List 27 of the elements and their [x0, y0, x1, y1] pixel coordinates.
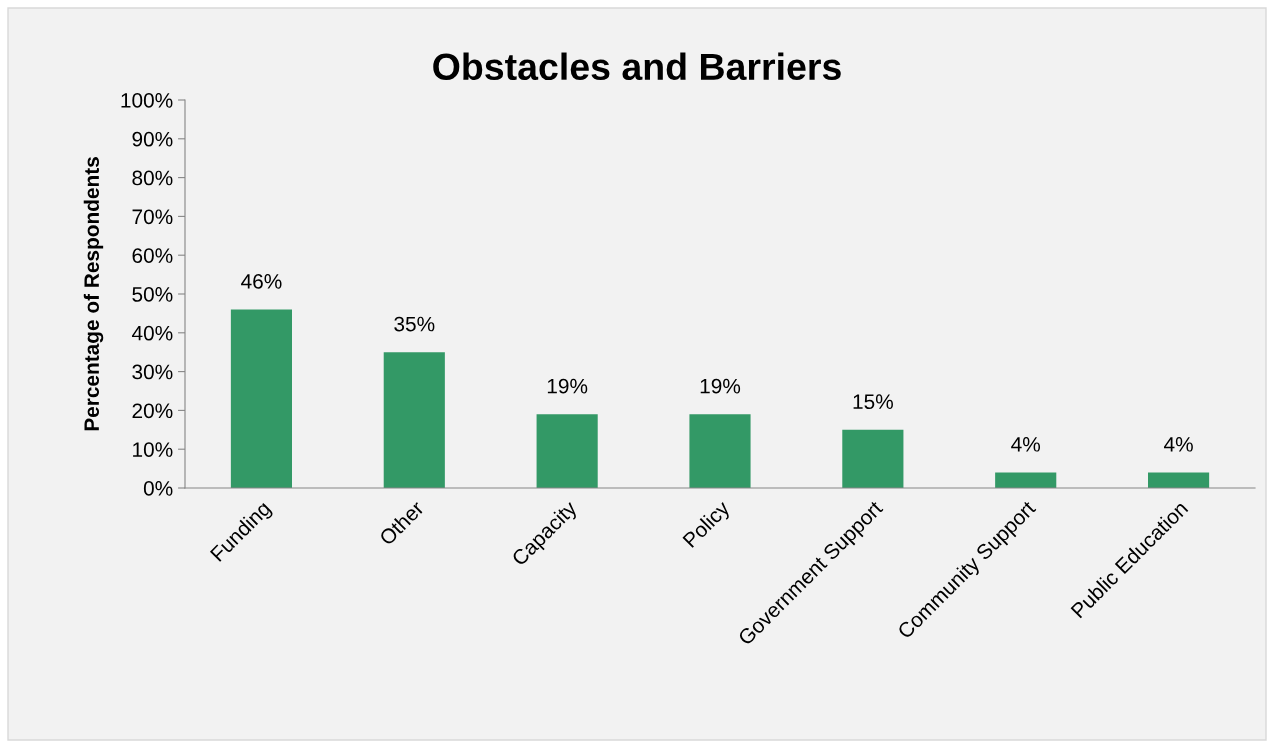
data-label: 19%: [700, 378, 741, 394]
y-tick-label: 10%: [133, 442, 173, 457]
data-label: 19%: [547, 378, 588, 394]
y-tick-label: 40%: [131, 325, 173, 341]
bar: [536, 414, 598, 488]
data-label: 4%: [1011, 437, 1041, 452]
y-tick-label: 30%: [132, 364, 173, 380]
bar: [383, 352, 445, 488]
y-tick-label: 80%: [132, 170, 173, 186]
bar: [1148, 472, 1210, 488]
y-tick-label: 20%: [132, 403, 173, 419]
bar: [689, 414, 751, 488]
bar: [842, 429, 904, 488]
y-tick-label: 90%: [132, 131, 173, 147]
y-axis-title: Percentage of Respondents: [83, 157, 104, 431]
y-tick-label: 70%: [132, 209, 173, 225]
data-label: 35%: [394, 316, 435, 332]
data-label: 4%: [1163, 437, 1193, 452]
data-label: 15%: [853, 394, 893, 410]
y-tick-label: 100%: [121, 93, 173, 108]
y-tick-label: 50%: [132, 287, 173, 302]
y-tick-label: 60%: [132, 248, 173, 263]
bar: [230, 309, 292, 488]
data-label: 46%: [241, 273, 282, 289]
bar: [995, 472, 1057, 488]
y-tick-label: 0%: [143, 481, 173, 496]
chart-title: Obstacles and Barriers: [433, 52, 841, 81]
